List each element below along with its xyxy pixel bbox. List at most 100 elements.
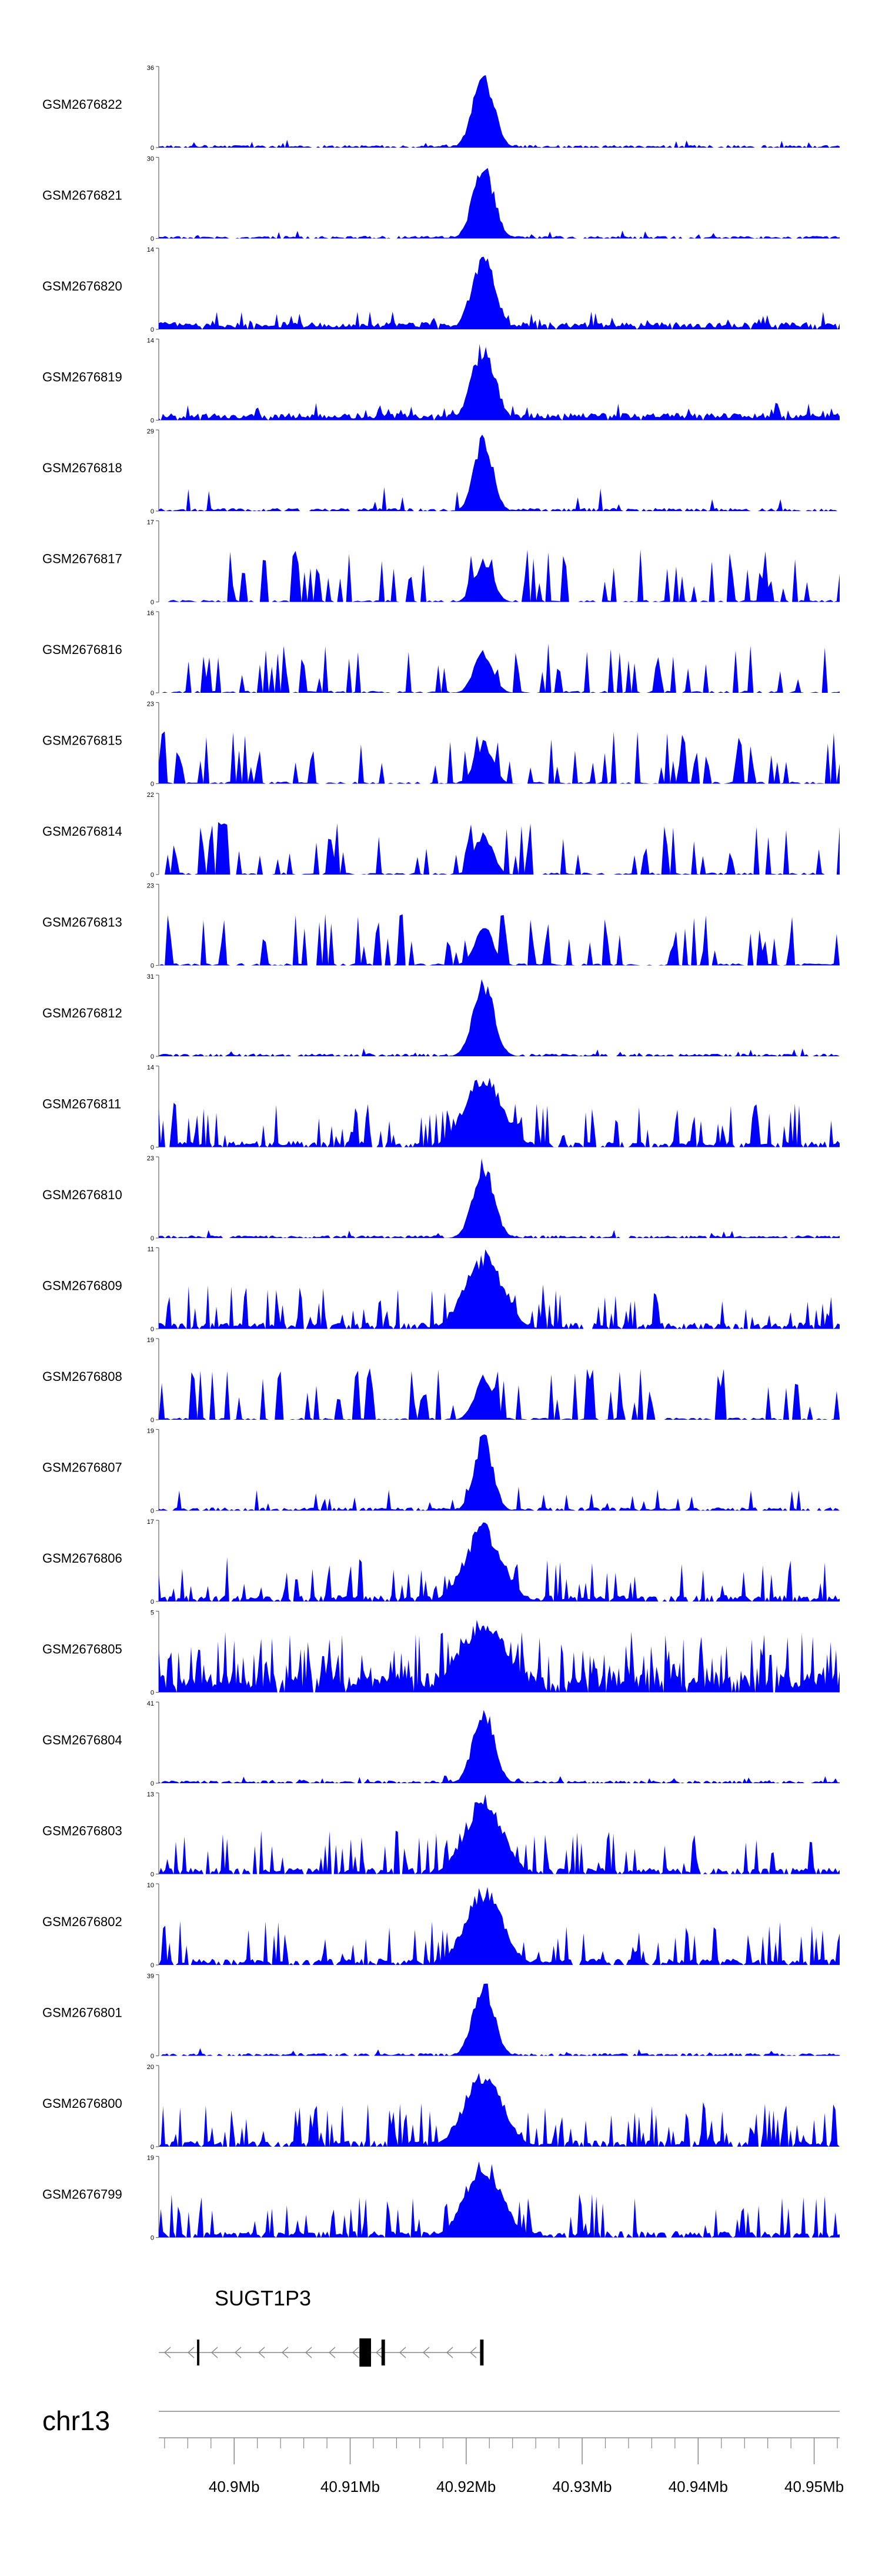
strand-chevron xyxy=(305,2347,312,2358)
track-label: GSM2676808 xyxy=(42,1369,122,1384)
track-GSM2676800: GSM2676800 20 0 xyxy=(42,2064,840,2151)
chromosome-label: chr13 xyxy=(42,2405,110,2436)
signal-area xyxy=(159,75,840,148)
axis-tick-label: 40.93Mb xyxy=(552,2478,612,2495)
signal-area xyxy=(159,1620,840,1693)
gene-exon xyxy=(480,2340,484,2365)
y-axis-max-label: 14 xyxy=(147,338,154,345)
y-axis-max-label: 13 xyxy=(147,1791,154,1798)
track-label: GSM2676799 xyxy=(42,2187,122,2202)
track-label: GSM2676812 xyxy=(42,1006,122,1020)
track-GSM2676816: GSM2676816 16 0 xyxy=(42,610,840,697)
y-axis-max-label: 23 xyxy=(147,701,154,708)
signal-area xyxy=(159,1368,840,1420)
y-axis-zero-label: 0 xyxy=(151,2053,154,2060)
y-axis-zero-label: 0 xyxy=(151,690,154,697)
signal-area xyxy=(159,2161,840,2238)
track-GSM2676821: GSM2676821 30 0 xyxy=(42,156,840,243)
y-axis-max-label: 11 xyxy=(148,1246,154,1253)
track-label: GSM2676820 xyxy=(42,279,122,293)
axis-tick-label: 40.94Mb xyxy=(669,2478,728,2495)
track-GSM2676819: GSM2676819 14 0 xyxy=(42,338,840,425)
y-axis-max-label: 19 xyxy=(147,1337,154,1344)
axis-tick-label: 40.95Mb xyxy=(784,2478,844,2495)
signal-area xyxy=(159,979,840,1056)
track-label: GSM2676822 xyxy=(42,97,122,112)
y-axis-max-label: 29 xyxy=(147,428,154,435)
track-GSM2676808: GSM2676808 19 0 xyxy=(42,1337,840,1424)
track-GSM2676801: GSM2676801 39 0 xyxy=(42,1973,840,2060)
track-label: GSM2676807 xyxy=(42,1460,122,1475)
y-axis-zero-label: 0 xyxy=(151,781,154,788)
y-axis-max-label: 30 xyxy=(147,156,154,163)
y-axis-max-label: 41 xyxy=(147,1700,154,1707)
signal-area xyxy=(159,2073,840,2147)
y-axis-zero-label: 0 xyxy=(151,2144,154,2151)
y-axis-zero-label: 0 xyxy=(151,1235,154,1242)
y-axis-max-label: 14 xyxy=(147,246,154,253)
signal-area xyxy=(159,1887,840,1965)
track-GSM2676814: GSM2676814 22 0 xyxy=(42,792,840,879)
y-axis-zero-label: 0 xyxy=(151,963,154,970)
track-GSM2676813: GSM2676813 23 0 xyxy=(42,883,840,970)
signal-area xyxy=(159,822,840,875)
y-axis-zero-label: 0 xyxy=(151,1780,154,1787)
genome-axis: chr13 40.9Mb 40.91Mb 40.92Mb 40.93Mb 40.94Mb… xyxy=(42,2405,844,2495)
y-axis-max-label: 23 xyxy=(147,1155,154,1162)
strand-chevron xyxy=(352,2347,359,2358)
signal-area xyxy=(159,549,840,602)
gene-exon xyxy=(381,2340,385,2365)
strand-chevron xyxy=(422,2347,430,2358)
track-GSM2676820: GSM2676820 14 0 xyxy=(42,246,840,333)
signal-area xyxy=(159,1522,840,1601)
gene-exon xyxy=(359,2338,372,2367)
track-GSM2676811: GSM2676811 14 0 xyxy=(42,1065,840,1152)
strand-chevron xyxy=(328,2347,336,2358)
track-label: GSM2676801 xyxy=(42,2006,122,2020)
axis-tick-label: 40.91Mb xyxy=(320,2478,380,2495)
track-GSM2676802: GSM2676802 10 0 xyxy=(42,1882,840,1969)
track-GSM2676810: GSM2676810 23 0 xyxy=(42,1155,840,1242)
track-GSM2676812: GSM2676812 31 0 xyxy=(42,973,840,1060)
track-GSM2676817: GSM2676817 17 0 xyxy=(42,519,840,606)
strand-chevron xyxy=(258,2347,265,2358)
gene-label: SUGT1P3 xyxy=(215,2286,311,2310)
signal-area xyxy=(159,435,840,511)
strand-chevron xyxy=(163,2347,171,2358)
track-GSM2676799: GSM2676799 19 0 xyxy=(42,2155,840,2242)
y-axis-zero-label: 0 xyxy=(151,599,154,606)
strand-chevron xyxy=(469,2347,477,2358)
y-axis-zero-label: 0 xyxy=(151,1871,154,1878)
track-label: GSM2676804 xyxy=(42,1733,122,1747)
track-label: GSM2676809 xyxy=(42,1279,122,1293)
y-axis-zero-label: 0 xyxy=(151,1053,154,1060)
y-axis-zero-label: 0 xyxy=(151,872,154,879)
signal-area xyxy=(159,643,840,693)
strand-chevron xyxy=(211,2347,218,2358)
track-label: GSM2676817 xyxy=(42,552,122,566)
y-axis-max-label: 39 xyxy=(147,1973,154,1980)
y-axis-max-label: 10 xyxy=(147,1882,154,1889)
y-axis-zero-label: 0 xyxy=(151,1508,154,1515)
strand-chevron xyxy=(446,2347,453,2358)
signal-area xyxy=(159,1249,840,1329)
strand-chevron xyxy=(399,2347,406,2358)
signal-area xyxy=(159,913,840,966)
track-GSM2676807: GSM2676807 19 0 xyxy=(42,1428,840,1515)
signal-area xyxy=(159,1983,840,2056)
y-axis-zero-label: 0 xyxy=(151,1962,154,1969)
y-axis-max-label: 19 xyxy=(147,1428,154,1435)
track-label: GSM2676802 xyxy=(42,1914,122,1929)
track-label: GSM2676814 xyxy=(42,824,122,839)
strand-chevron xyxy=(375,2347,383,2358)
gene-exon xyxy=(197,2340,200,2365)
y-axis-zero-label: 0 xyxy=(151,1326,154,1333)
track-GSM2676806: GSM2676806 17 0 xyxy=(42,1519,840,1606)
gene-annotation-track: SUGT1P3 xyxy=(159,2286,484,2367)
y-axis-max-label: 17 xyxy=(147,519,154,526)
track-label: GSM2676818 xyxy=(42,461,122,475)
track-label: GSM2676800 xyxy=(42,2096,122,2111)
track-label: GSM2676810 xyxy=(42,1187,122,1202)
signal-area xyxy=(159,731,840,784)
